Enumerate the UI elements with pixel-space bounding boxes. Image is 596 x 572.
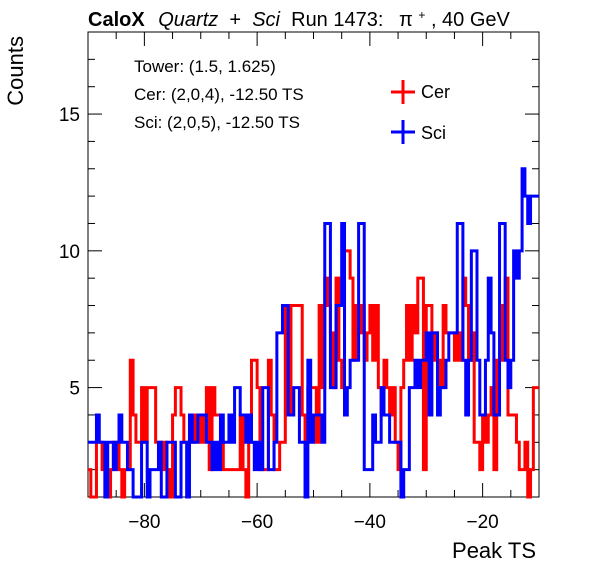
- y-axis-label: Counts: [3, 36, 28, 106]
- axis-ticks: −80 −60 −40 −20 5 10 15: [59, 31, 540, 533]
- series-layer: [88, 167, 539, 499]
- title-energy: , 40 GeV: [431, 9, 511, 31]
- x-axis-label: Peak TS: [452, 538, 536, 563]
- x-tick-label: −60: [241, 512, 273, 533]
- info-cer: Cer: (2,0,4), -12.50 TS: [134, 85, 304, 104]
- series-sci-line: [88, 167, 539, 499]
- y-tick-label: 10: [59, 242, 80, 263]
- y-tick-label: 5: [69, 379, 80, 400]
- title-run: Run 1473:: [286, 9, 384, 31]
- title-detector-2: Sci: [252, 9, 280, 31]
- chart-title: CaloX Quartz + Sci Run 1473: π + , 40 Ge…: [88, 2, 511, 31]
- legend-cer-label: Cer: [421, 82, 450, 102]
- y-tick-label: 15: [59, 105, 80, 126]
- title-particle-charge: +: [418, 8, 425, 22]
- info-tower: Tower: (1.5, 1.625): [134, 57, 276, 76]
- x-tick-label: −20: [467, 512, 499, 533]
- x-tick-label: −40: [354, 512, 386, 533]
- title-plus: +: [224, 9, 247, 31]
- legend-sci-label: Sci: [421, 123, 446, 143]
- legend-sci-marker: [391, 120, 415, 144]
- x-tick-label: −80: [128, 512, 160, 533]
- title-brand: CaloX: [88, 9, 145, 31]
- title-particle: π: [399, 9, 413, 31]
- legend: Cer Sci: [391, 80, 450, 144]
- title-detector-1: Quartz: [158, 9, 218, 31]
- info-box: [128, 48, 356, 142]
- info-sci: Sci: (2,0,5), -12.50 TS: [134, 113, 300, 132]
- legend-cer-marker: [391, 80, 415, 104]
